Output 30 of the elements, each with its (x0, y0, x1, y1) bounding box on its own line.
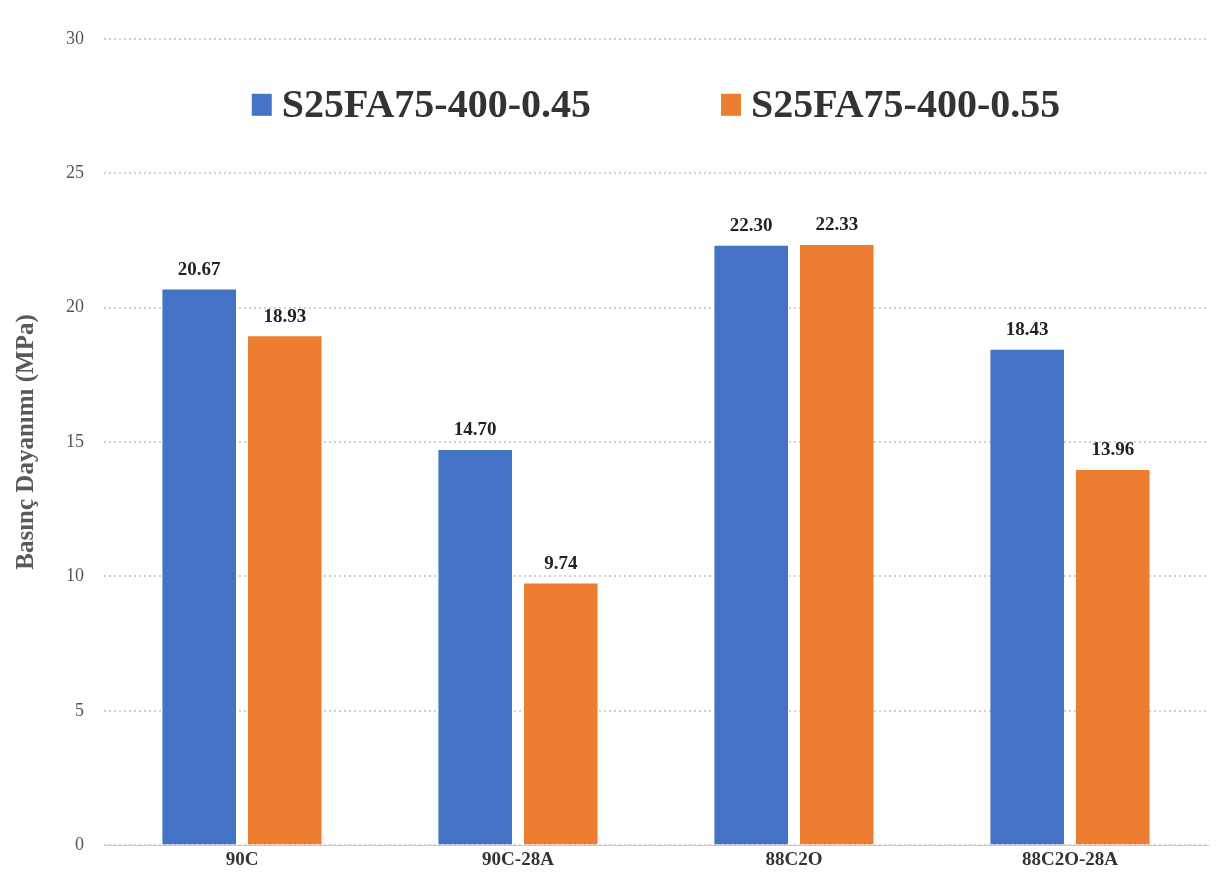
bar (247, 336, 322, 845)
bar (799, 244, 874, 845)
y-tick-label: 25 (66, 161, 84, 182)
legend-label: S25FA75-400-0.55 (751, 81, 1061, 127)
y-tick-label: 0 (75, 833, 84, 854)
bar (162, 289, 237, 845)
y-tick-label: 5 (75, 699, 84, 720)
legend-label: S25FA75-400-0.45 (281, 81, 592, 127)
bar (714, 245, 789, 845)
data-label: 18.43 (1005, 318, 1049, 340)
data-label: 20.67 (177, 258, 222, 279)
data-label: 22.30 (729, 214, 773, 236)
data-label: 14.70 (453, 418, 497, 440)
y-tick-label: 30 (66, 27, 84, 48)
x-tick-label: 90C-28A (482, 847, 555, 869)
x-tick-label: 90C (225, 847, 259, 869)
data-label: 9.74 (544, 551, 578, 573)
y-tick-label: 15 (66, 430, 84, 451)
data-label: 18.93 (263, 304, 307, 326)
y-axis-title: Basınç Dayanımı (MPa) (11, 314, 40, 570)
x-tick-label: 88C2O-28A (1021, 847, 1119, 869)
x-tick-label: 88C2O (765, 847, 823, 869)
y-tick-label: 10 (66, 565, 84, 586)
data-label: 22.33 (815, 213, 859, 235)
bar (523, 583, 598, 845)
data-label: 13.96 (1091, 438, 1135, 460)
bar (438, 450, 513, 845)
bar (990, 349, 1065, 845)
bar (1075, 469, 1150, 845)
y-tick-label: 20 (66, 296, 84, 317)
